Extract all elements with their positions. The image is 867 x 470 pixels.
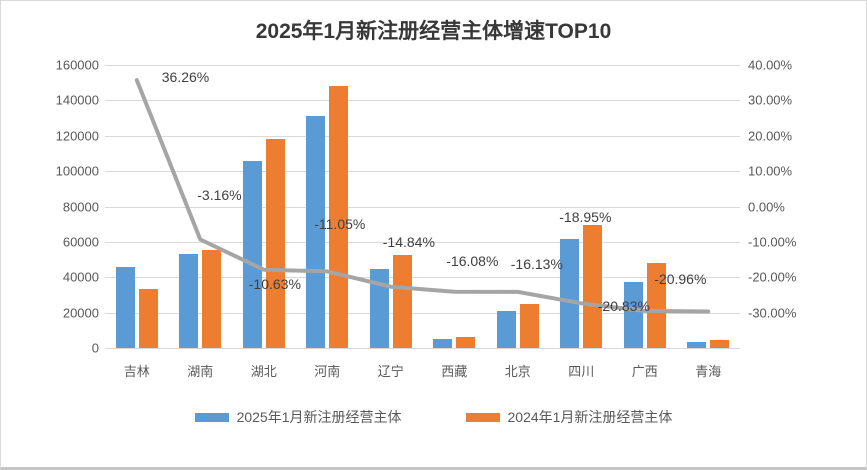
- y-axis-tick-left: 40000: [62, 269, 99, 285]
- bar-2025: [560, 238, 580, 348]
- y-axis-tick-left: 100000: [55, 163, 99, 179]
- growth-rate-data-label: -10.63%: [248, 275, 301, 292]
- h-gridline: [105, 206, 740, 208]
- legend-item-2024: 2024年1月新注册经营主体: [465, 407, 673, 427]
- chart-title: 2025年1月新注册经营主体增速TOP10: [255, 20, 612, 43]
- y-axis-tick-right: 40.00%: [748, 57, 793, 73]
- legend-item-2025: 2025年1月新注册经营主体: [194, 407, 402, 427]
- growth-rate-data-label: -20.96%: [654, 271, 707, 288]
- bar-2025: [687, 341, 707, 348]
- h-gridline: [105, 100, 740, 102]
- y-axis-tick-right: -30.00%: [748, 305, 797, 321]
- y-axis-tick-right: -20.00%: [748, 269, 797, 285]
- y-axis-tick-left: 120000: [55, 128, 99, 144]
- growth-rate-data-label: -16.08%: [446, 252, 499, 269]
- bar-2024: [456, 336, 476, 348]
- x-axis-category-label: 吉林: [123, 364, 150, 379]
- x-axis-category-label: 河南: [314, 364, 341, 379]
- y-axis-tick-right: 20.00%: [748, 128, 793, 144]
- y-axis-tick-left: 140000: [55, 92, 99, 108]
- y-axis-tick-left: 160000: [55, 57, 99, 73]
- x-axis-category-label: 湖南: [187, 364, 214, 379]
- y-axis-tick-left: 60000: [62, 234, 99, 250]
- h-gridline: [105, 65, 740, 66]
- growth-rate-data-label: -3.16%: [197, 187, 242, 204]
- y-axis-tick-left: 0: [91, 340, 99, 356]
- h-gridline: [105, 135, 740, 137]
- legend-label-2025: 2025年1月新注册经营主体: [236, 409, 402, 425]
- growth-rate-data-label: -20.83%: [597, 297, 650, 314]
- bar-2025: [433, 338, 453, 348]
- bar-2025: [496, 310, 516, 348]
- legend-label-2024: 2024年1月新注册经营主体: [507, 409, 673, 425]
- y-axis-tick-right: 0.00%: [748, 199, 785, 214]
- x-axis-category-label: 广西: [631, 364, 658, 379]
- bar-2024: [202, 250, 222, 348]
- x-axis-category-label: 西藏: [441, 364, 468, 379]
- y-axis-tick-right: -10.00%: [748, 234, 797, 250]
- legend-swatch-2025: [194, 412, 229, 422]
- bar-2024: [583, 224, 603, 348]
- growth-rate-data-label: 36.26%: [161, 69, 210, 86]
- bar-2024: [519, 303, 539, 348]
- bar-2025: [623, 281, 643, 348]
- y-axis-tick-left: 20000: [62, 305, 99, 321]
- x-axis-category-label: 四川: [568, 364, 595, 379]
- bar-2025: [115, 266, 135, 348]
- growth-rate-data-label: -18.95%: [559, 209, 612, 226]
- y-axis-tick-right: 10.00%: [748, 163, 793, 179]
- legend: 2025年1月新注册经营主体 2024年1月新注册经营主体: [1, 407, 866, 427]
- bar-2024: [138, 289, 158, 348]
- bar-2025: [242, 160, 262, 348]
- x-axis-category-label: 北京: [504, 364, 531, 379]
- legend-swatch-2024: [465, 412, 500, 422]
- bar-2024: [265, 138, 285, 348]
- x-axis-category-label: 辽宁: [377, 364, 404, 379]
- bar-2025: [369, 269, 389, 348]
- x-axis-category-label: 湖北: [250, 364, 277, 379]
- y-axis-tick-left: 80000: [62, 199, 99, 214]
- h-gridline: [105, 171, 740, 173]
- growth-rate-data-label: -11.05%: [314, 216, 366, 233]
- growth-rate-data-label: -14.84%: [382, 233, 435, 250]
- growth-rate-data-label: -16.13%: [510, 255, 563, 272]
- x-axis-category-label: 青海: [695, 364, 722, 379]
- bar-2024: [710, 340, 730, 348]
- y-axis-tick-right: 30.00%: [748, 92, 793, 108]
- h-gridline: [105, 277, 740, 279]
- bar-2025: [179, 254, 199, 348]
- bar-2024: [392, 254, 412, 348]
- h-gridline: [105, 348, 740, 349]
